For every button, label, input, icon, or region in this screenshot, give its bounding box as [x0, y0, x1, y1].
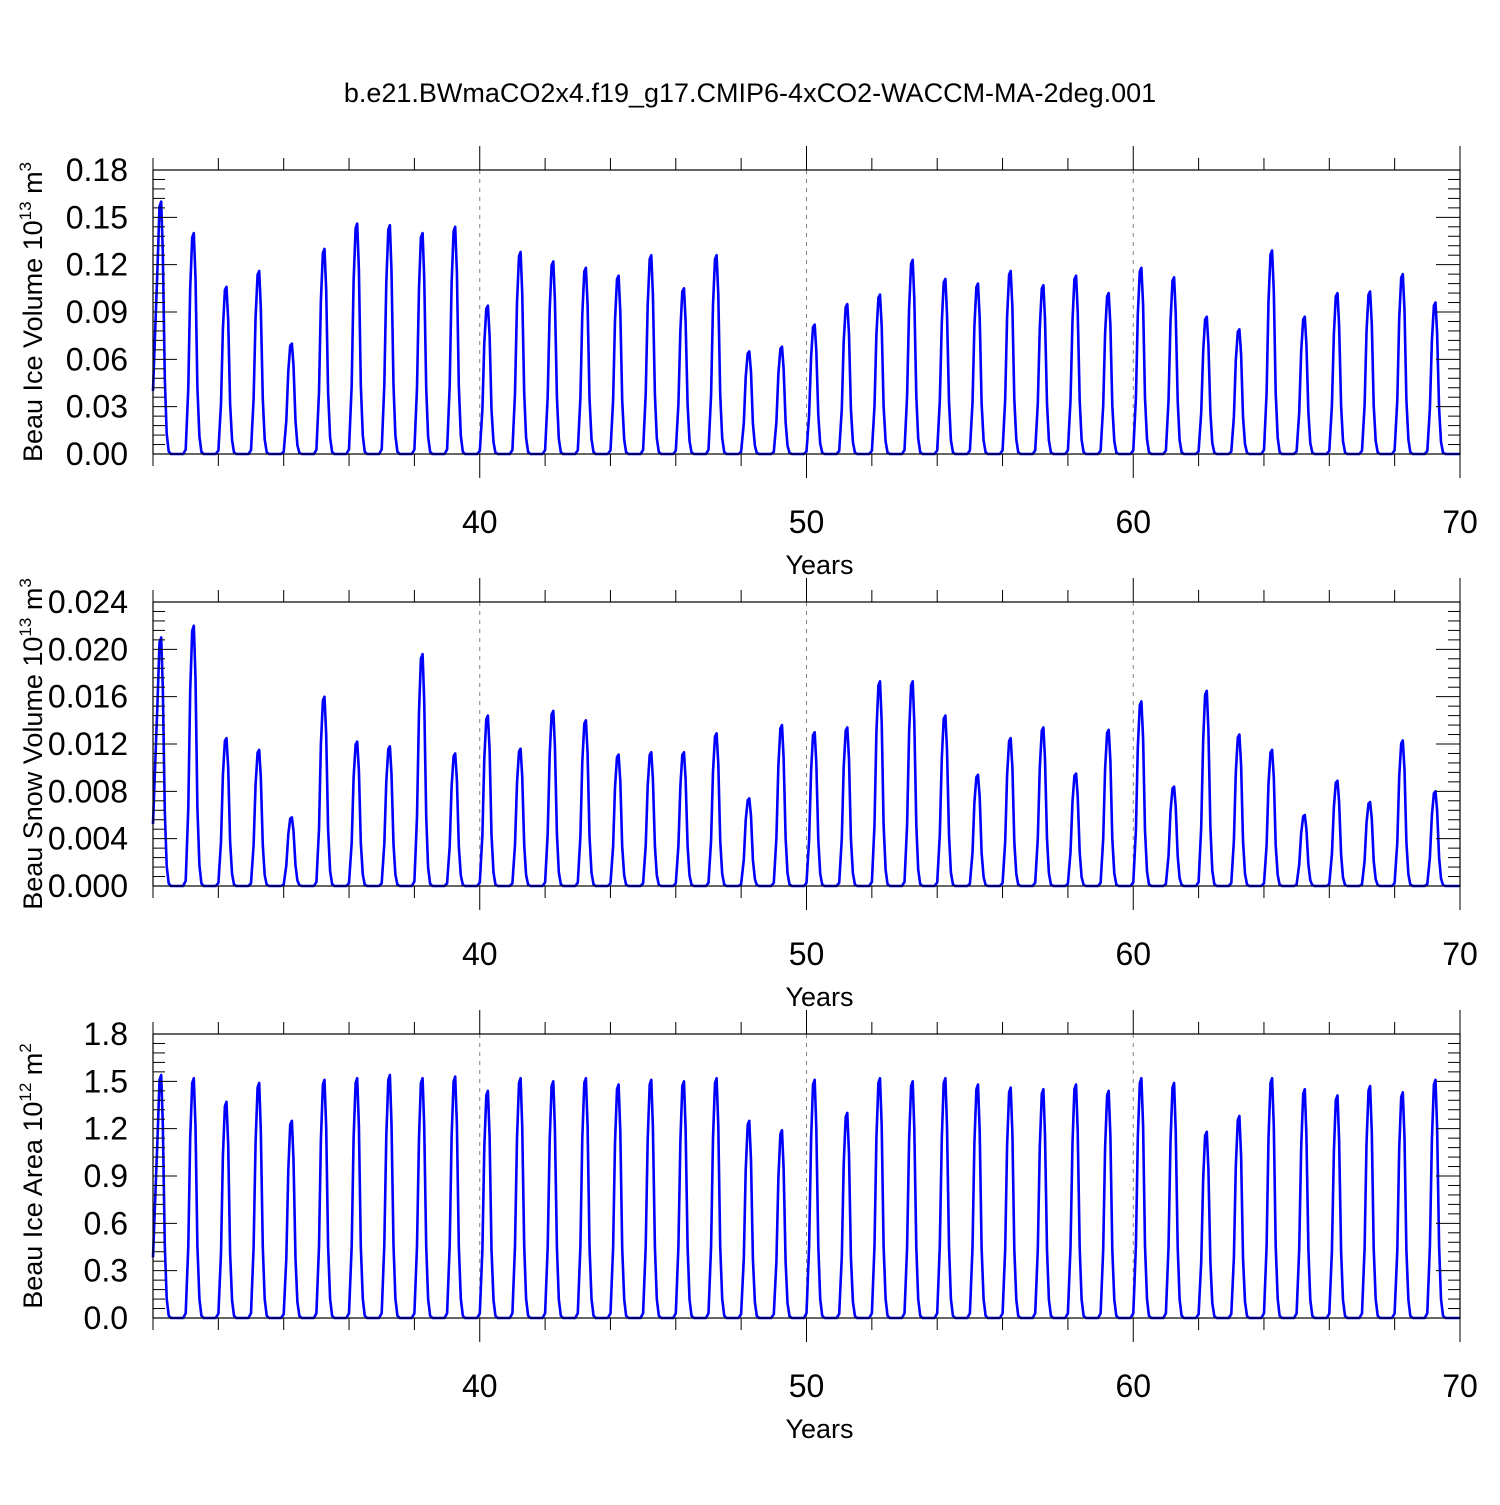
panel-1-ytick-label-6: 0.18: [66, 152, 128, 188]
figure-title: b.e21.BWmaCO2x4.f19_g17.CMIP6-4xCO2-WACC…: [343, 78, 1157, 108]
panel-1-xtick-label-1: 50: [789, 504, 825, 540]
panel-1-xtick-label-2: 60: [1115, 504, 1151, 540]
panel-2-ytick-label-6: 0.024: [48, 584, 128, 620]
panel-1-xtick-label-0: 40: [462, 504, 498, 540]
panel-1-ytick-label-4: 0.12: [66, 247, 128, 283]
panel-2-ytick-label-4: 0.016: [48, 679, 128, 715]
panel-2-ytick-label-5: 0.020: [48, 631, 128, 667]
panel-2-y-axis-label: Beau Snow Volume 1013 m3: [16, 578, 48, 910]
panel-1-frame: [152, 169, 1461, 455]
panel-3-frame: [152, 1033, 1461, 1319]
panel-1-ytick-label-3: 0.09: [66, 294, 128, 330]
panel-2-ytick-label-1: 0.004: [48, 821, 128, 857]
panel-3-ytick-label-5: 1.5: [84, 1063, 128, 1099]
panel-1-ytick-label-1: 0.03: [66, 389, 128, 425]
panel-2-ytick-label-3: 0.012: [48, 726, 128, 762]
panel-3-xtick-label-2: 60: [1115, 1368, 1151, 1404]
panel-3-y-axis-label: Beau Ice Area 1012 m2: [16, 1043, 48, 1309]
panel-1-series-line: [151, 200, 1460, 456]
panel-1-y-axis-label: Beau Ice Volume 1013 m3: [16, 162, 48, 462]
panel-1-ytick-label-0: 0.00: [66, 436, 128, 472]
panel-3-xtick-label-1: 50: [789, 1368, 825, 1404]
panel-2-xtick-label-2: 60: [1115, 936, 1151, 972]
panel-3-series-line: [151, 1073, 1460, 1320]
panel-2-xtick-label-1: 50: [789, 936, 825, 972]
panel-2-xtick-label-0: 40: [462, 936, 498, 972]
panel-3-xtick-label-0: 40: [462, 1368, 498, 1404]
panel-2-ytick-label-0: 0.000: [48, 868, 128, 904]
panel-2-ytick-label-2: 0.008: [48, 773, 128, 809]
panel-3-x-axis-label: Years: [785, 1414, 853, 1444]
panel-3-ytick-label-2: 0.6: [84, 1205, 128, 1241]
panel-3-ytick-label-3: 0.9: [84, 1158, 128, 1194]
panel-1-xtick-label-3: 70: [1442, 504, 1478, 540]
panel-2-series-line: [151, 624, 1460, 888]
panel-1-x-axis-label: Years: [785, 550, 853, 580]
panel-1-ytick-label-5: 0.15: [66, 199, 128, 235]
panel-2-frame: [152, 601, 1461, 887]
panel-3-ytick-label-4: 1.2: [84, 1111, 128, 1147]
panel-1-ytick-label-2: 0.06: [66, 341, 128, 377]
panel-3-xtick-label-3: 70: [1442, 1368, 1478, 1404]
panel-2-x-axis-label: Years: [785, 982, 853, 1012]
panel-3-ytick-label-1: 0.3: [84, 1253, 128, 1289]
panel-3-ytick-label-0: 0.0: [84, 1300, 128, 1336]
panel-3-ytick-label-6: 1.8: [84, 1016, 128, 1052]
panel-2-xtick-label-3: 70: [1442, 936, 1478, 972]
